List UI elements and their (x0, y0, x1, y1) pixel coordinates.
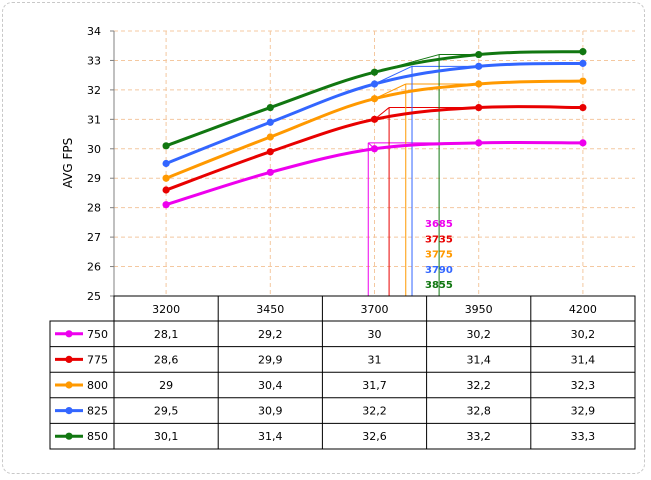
table-cell-value: 29,9 (258, 353, 283, 366)
table-cell-value: 30 (368, 328, 382, 341)
data-point-850 (475, 50, 483, 59)
annotation-labels: 3685 3735 3775 3790 3855 (425, 219, 453, 291)
data-point-750 (162, 201, 170, 209)
table-cell-value: 30,2 (466, 328, 491, 341)
annotation-3775: 3775 (425, 250, 453, 261)
data-point-775 (266, 148, 274, 156)
data-point-850 (266, 103, 274, 112)
y-axis-title: AVG FPS (61, 138, 75, 189)
annotation-3855: 3855 (425, 280, 453, 291)
data-point-750 (579, 139, 587, 147)
data-table: 3200 3450 3700 3950 4200 750 28,1 29,2 30 30,2 30,… (49, 295, 636, 450)
series-group (162, 48, 587, 209)
table-cell-value: 32,2 (362, 405, 387, 418)
legend-label-750: 750 (87, 328, 108, 341)
table-cell-value: 30,1 (154, 430, 179, 443)
data-point-800 (579, 77, 587, 85)
table-cell-value: 29 (159, 379, 173, 392)
x-category-label: 3200 (152, 303, 180, 316)
table-cell-value: 31,4 (466, 353, 491, 366)
x-category-label: 3950 (465, 303, 493, 316)
table-cell-value: 31,4 (258, 430, 283, 443)
legend-swatch-marker-850 (65, 432, 73, 440)
data-point-825 (579, 59, 587, 67)
y-tick-label: 26 (87, 261, 101, 274)
data-point-775 (370, 115, 379, 123)
y-tick-label: 32 (87, 84, 101, 97)
table-cell-value: 29,5 (154, 405, 179, 418)
data-point-750 (370, 145, 379, 153)
data-point-800 (370, 95, 379, 103)
table-cell-value: 28,1 (154, 328, 179, 341)
data-point-750 (475, 139, 483, 147)
x-category-label: 4200 (569, 303, 597, 316)
table-cell-value: 30,4 (258, 379, 283, 392)
y-tick-label: 34 (87, 25, 101, 38)
table-cell-value: 30,9 (258, 405, 283, 418)
legend-swatch-marker-775 (65, 355, 73, 363)
series-800 (162, 77, 587, 182)
y-tick-label: 29 (87, 172, 101, 185)
data-point-775 (475, 103, 483, 112)
data-point-800 (266, 133, 274, 141)
data-point-850 (579, 48, 587, 56)
table-cell-value: 32,3 (571, 379, 596, 392)
y-tick-label: 31 (87, 113, 101, 126)
series-750 (162, 139, 587, 209)
x-category-label: 3700 (361, 303, 389, 316)
series-850 (162, 48, 587, 150)
data-point-825 (162, 159, 170, 168)
data-point-825 (266, 118, 274, 126)
data-point-825 (475, 62, 483, 70)
data-point-775 (579, 103, 587, 112)
y-tick-label: 30 (87, 143, 101, 156)
chart-frame (2, 2, 645, 474)
y-axis: 25 26 27 28 29 30 31 32 33 34 (87, 25, 115, 303)
table-cell-value: 33,2 (466, 430, 491, 443)
legend-swatch-marker-750 (65, 330, 73, 338)
legend-label-775: 775 (87, 353, 108, 366)
y-tick-label: 25 (87, 290, 101, 303)
table-cell-value: 33,3 (571, 430, 596, 443)
data-point-775 (162, 186, 170, 194)
table-cell-value: 32,6 (362, 430, 387, 443)
legend-swatch-marker-800 (65, 381, 73, 389)
legend-swatch-marker-825 (65, 407, 73, 415)
data-point-850 (162, 142, 170, 150)
data-point-800 (475, 80, 483, 88)
series-825 (162, 59, 587, 168)
table-cell-value: 31,4 (571, 353, 596, 366)
table-cell-value: 31,7 (362, 379, 387, 392)
series-775 (162, 103, 587, 194)
x-category-label: 3450 (256, 303, 284, 316)
data-point-850 (370, 68, 379, 76)
table-cell-value: 32,9 (571, 405, 596, 418)
legend-label-800: 800 (87, 379, 108, 392)
data-point-750 (266, 168, 274, 176)
table-cell-value: 29,2 (258, 328, 283, 341)
table-cell-value: 32,2 (466, 379, 491, 392)
data-point-800 (162, 174, 170, 182)
data-point-825 (370, 80, 379, 88)
table-cell-value: 32,8 (466, 405, 491, 418)
annotation-3685: 3685 (425, 219, 453, 230)
y-tick-label: 27 (87, 231, 101, 244)
annotation-3735: 3735 (425, 234, 453, 245)
table-cell-value: 30,2 (571, 328, 596, 341)
annotation-3790: 3790 (425, 265, 453, 276)
table-cell-value: 31 (368, 353, 382, 366)
y-tick-label: 33 (87, 54, 101, 67)
legend-label-825: 825 (87, 405, 108, 418)
table-cell-value: 28,6 (154, 353, 179, 366)
y-tick-label: 28 (87, 202, 101, 215)
legend-label-850: 850 (87, 430, 108, 443)
table-body (49, 320, 636, 450)
